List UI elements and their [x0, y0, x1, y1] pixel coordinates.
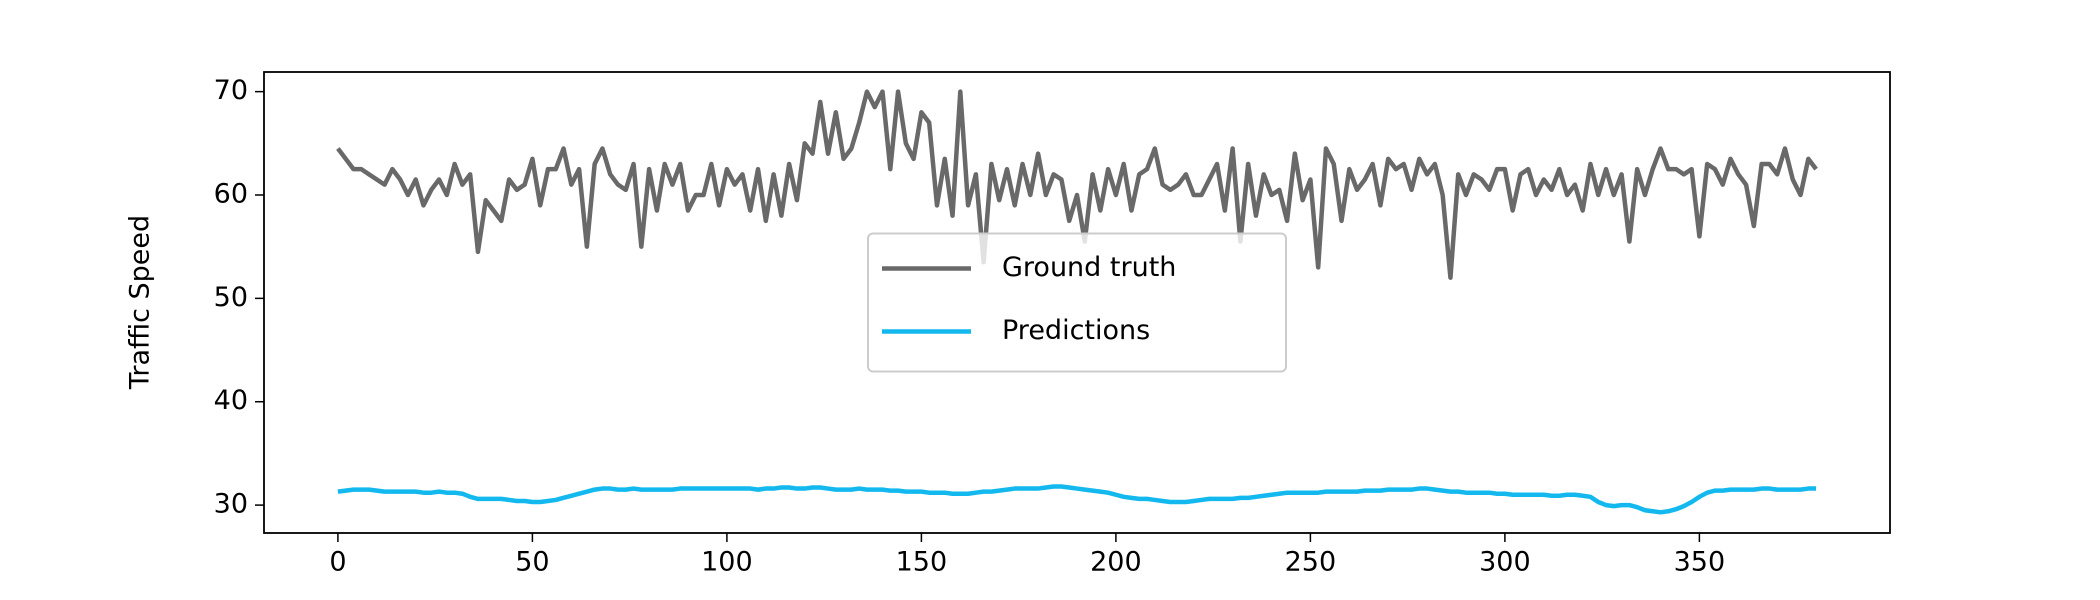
x-tick-label: 250 — [1285, 547, 1337, 578]
x-tick-label: 150 — [896, 547, 948, 578]
y-tick-label: 50 — [214, 282, 248, 313]
y-tick-label: 70 — [214, 75, 248, 106]
x-tick-label: 50 — [515, 547, 549, 578]
series-line — [336, 89, 1818, 280]
x-tick-label: 350 — [1674, 547, 1726, 578]
x-tick-label: 0 — [329, 547, 346, 578]
x-tick-label: 100 — [701, 547, 753, 578]
y-tick-label: 60 — [214, 179, 248, 210]
y-axis-label: Traffic Speed — [125, 215, 156, 390]
plot-frame — [263, 71, 1891, 534]
series-line — [337, 484, 1817, 515]
y-tick-label: 40 — [214, 385, 248, 416]
y-tick-label: 30 — [214, 489, 248, 520]
x-tick-label: 300 — [1479, 547, 1531, 578]
legend-box — [867, 232, 1287, 373]
x-tick-label: 200 — [1090, 547, 1142, 578]
legend-label: Ground truth — [1002, 252, 1176, 283]
legend-label: Predictions — [1002, 315, 1150, 346]
